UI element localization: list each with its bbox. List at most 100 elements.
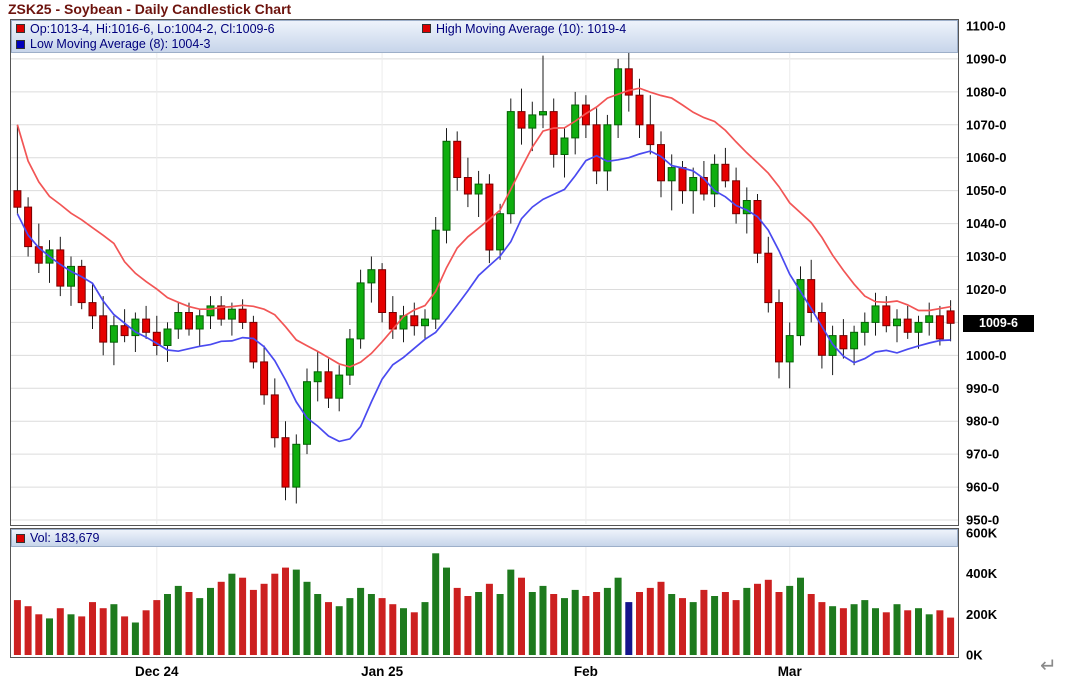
candlestick: [217, 305, 226, 320]
legend-row-2: Low Moving Average (8): 1004-3: [16, 37, 953, 53]
volume-bar: [829, 606, 837, 655]
volume-bar: [24, 606, 32, 655]
candlestick: [109, 325, 118, 343]
volume-bar: [571, 589, 579, 655]
candlestick: [807, 279, 816, 314]
volume-bar: [196, 598, 204, 655]
candlestick: [506, 111, 515, 215]
candlestick: [99, 315, 108, 343]
volume-bar: [99, 608, 107, 655]
volume-axis-label: 400K: [966, 566, 998, 581]
candlestick: [281, 437, 290, 488]
legend-row-volume: Vol: 183,679: [16, 530, 953, 546]
volume-bar: [700, 589, 708, 655]
price-axis-label: 970-0: [966, 447, 999, 462]
volume-bar: [131, 622, 139, 655]
candlestick: [206, 305, 215, 317]
volume-bar: [561, 598, 568, 655]
candlestick: [764, 252, 773, 304]
candlestick: [946, 310, 955, 324]
price-axis-label: 1080-0: [966, 84, 1006, 99]
candlestick: [313, 371, 322, 383]
volume-bar: [764, 579, 772, 655]
candlestick: [850, 331, 859, 350]
candlestick: [442, 140, 451, 231]
volume-bar: [389, 604, 397, 655]
volume-bar: [110, 604, 118, 655]
price-axis-label: 1070-0: [966, 117, 1006, 132]
candlestick: [453, 140, 462, 179]
candlestick: [431, 229, 440, 320]
candlestick: [667, 167, 676, 182]
candlestick: [335, 374, 344, 399]
candlestick: [142, 318, 151, 333]
volume-bar: [625, 602, 633, 655]
high-ma-legend-marker-icon: [422, 24, 431, 34]
volume-bar: [346, 598, 354, 655]
volume-bar: [915, 608, 922, 655]
candlestick: [592, 124, 601, 172]
volume-bar: [464, 596, 472, 655]
volume-bar: [743, 587, 751, 655]
volume-legend-strip: Vol: 183,679: [11, 529, 958, 547]
candlestick: [238, 308, 247, 323]
candlestick: [732, 180, 741, 215]
candlestick: [131, 318, 140, 337]
candlestick: [474, 183, 483, 195]
low-ma-line: [16, 150, 951, 443]
volume-bar: [711, 596, 719, 655]
volume-bar: [775, 592, 783, 655]
high-ma-legend: High Moving Average (10): 1019-4: [422, 22, 626, 36]
candlestick: [893, 318, 901, 327]
volume-bar: [797, 577, 804, 655]
volume-bar: [89, 602, 96, 655]
candlestick: [410, 315, 419, 327]
volume-bar: [121, 616, 129, 655]
low-ma-legend-label: Low Moving Average (8): 1004-3: [30, 37, 211, 52]
candlestick: [646, 124, 655, 146]
candlestick: [56, 249, 65, 287]
candlestick: [785, 335, 794, 363]
candlestick: [839, 335, 848, 350]
ohlc-legend-label: Op:1013-4, Hi:1016-6, Lo:1004-2, Cl:1009…: [30, 21, 275, 36]
volume-bar: [925, 614, 933, 655]
candlestick: [152, 331, 161, 346]
candlestick: [356, 282, 365, 340]
volume-panel-border: [10, 528, 959, 658]
ohlc-legend-marker-icon: [16, 24, 25, 34]
candlestick: [689, 177, 698, 192]
volume-legend: Vol: 183,679: [16, 531, 100, 545]
candlestick: [581, 104, 590, 126]
price-axis-label: 1050-0: [966, 183, 1006, 198]
candlestick: [88, 302, 97, 317]
volume-bar: [207, 587, 214, 655]
volume-bar: [593, 592, 601, 655]
volume-bar: [67, 614, 75, 655]
volume-bar: [164, 594, 171, 655]
volume-bar: [46, 618, 53, 655]
date-axis-label: Mar: [778, 664, 803, 679]
volume-bar: [872, 608, 879, 655]
volume-bar: [453, 587, 461, 655]
candlestick: [721, 163, 730, 182]
price-axis-label: 1090-0: [966, 51, 1006, 66]
candlestick: [657, 144, 665, 182]
volume-bar: [78, 616, 86, 655]
volume-bar: [807, 594, 815, 655]
volume-bar: [893, 604, 901, 655]
price-axis-label: 1040-0: [966, 216, 1006, 231]
volume-bar: [818, 602, 826, 655]
return-arrow-icon: ↵: [1040, 655, 1057, 677]
volume-bar: [636, 592, 643, 655]
candlestick: [678, 167, 687, 192]
volume-bar: [689, 602, 697, 655]
volume-bar: [936, 610, 944, 655]
date-axis-label: Feb: [574, 664, 598, 679]
candlestick: [249, 321, 258, 363]
candlestick: [77, 265, 86, 304]
volume-legend-label: Vol: 183,679: [30, 531, 100, 545]
volume-bar: [35, 614, 43, 655]
volume-bar: [947, 617, 955, 655]
volume-axis-label: 0K: [966, 648, 983, 663]
